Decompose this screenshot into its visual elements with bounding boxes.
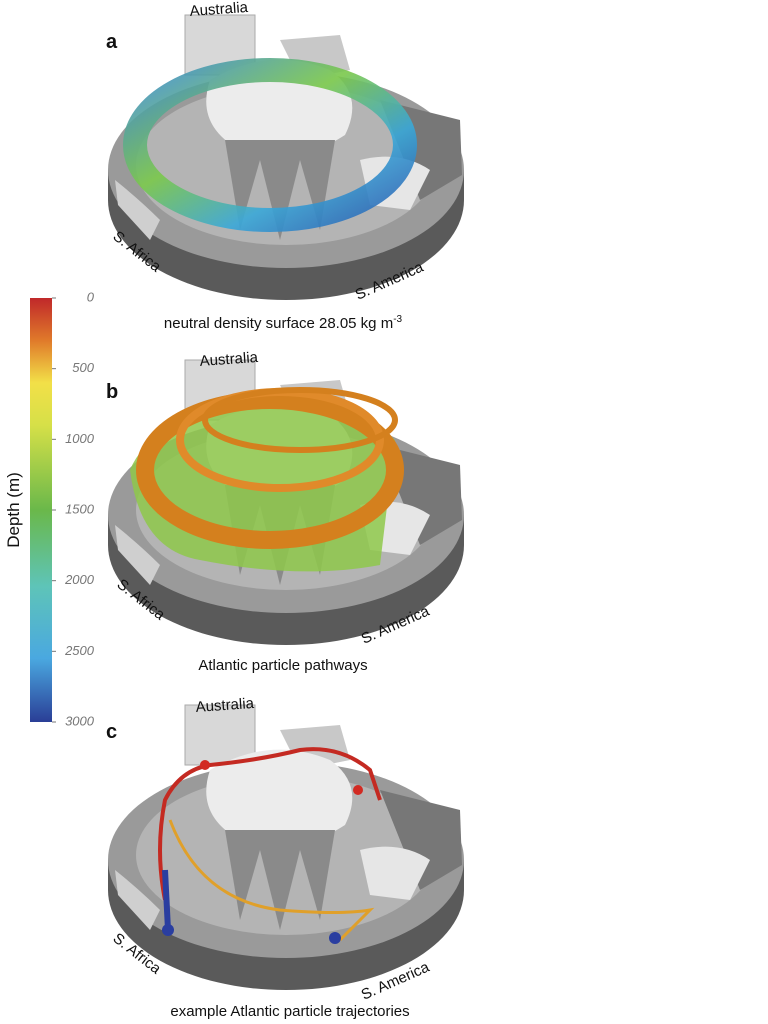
panel-caption: Atlantic particle pathways: [198, 657, 367, 674]
colorbar-gradient: [30, 298, 52, 722]
colorbar: Depth (m) 0 500 1000 1500 2000 2500 3000: [4, 289, 95, 728]
panel-caption: example Atlantic particle trajectories: [170, 1003, 409, 1020]
caption-superscript: -3: [393, 314, 402, 325]
caption-text: neutral density surface 28.05 kg m: [164, 315, 393, 332]
place-label: Australia: [195, 695, 255, 716]
panel-c: c Australia S. Africa S. America example…: [106, 695, 465, 1020]
place-label: Australia: [199, 349, 259, 370]
panel-letter: a: [106, 31, 118, 53]
panel-b: b Australia S. Africa S. America Atlanti…: [106, 349, 465, 674]
place-label: Australia: [189, 0, 249, 20]
panel-letter: b: [106, 381, 118, 403]
colorbar-tick-label: 1500: [65, 501, 95, 516]
panel-caption: neutral density surface 28.05 kg m-3: [164, 314, 403, 332]
colorbar-tick-label: 0: [87, 289, 95, 304]
panel-a: a Australia S. Africa S. America neutral…: [106, 0, 465, 332]
colorbar-tick-label: 2500: [64, 643, 95, 658]
colorbar-tick-label: 1000: [65, 431, 95, 446]
colorbar-tick-label: 3000: [65, 713, 95, 728]
colorbar-tick-label: 500: [72, 360, 94, 375]
colorbar-tick-label: 2000: [64, 572, 95, 587]
panel-letter: c: [106, 721, 117, 743]
colorbar-label: Depth (m): [4, 472, 23, 548]
